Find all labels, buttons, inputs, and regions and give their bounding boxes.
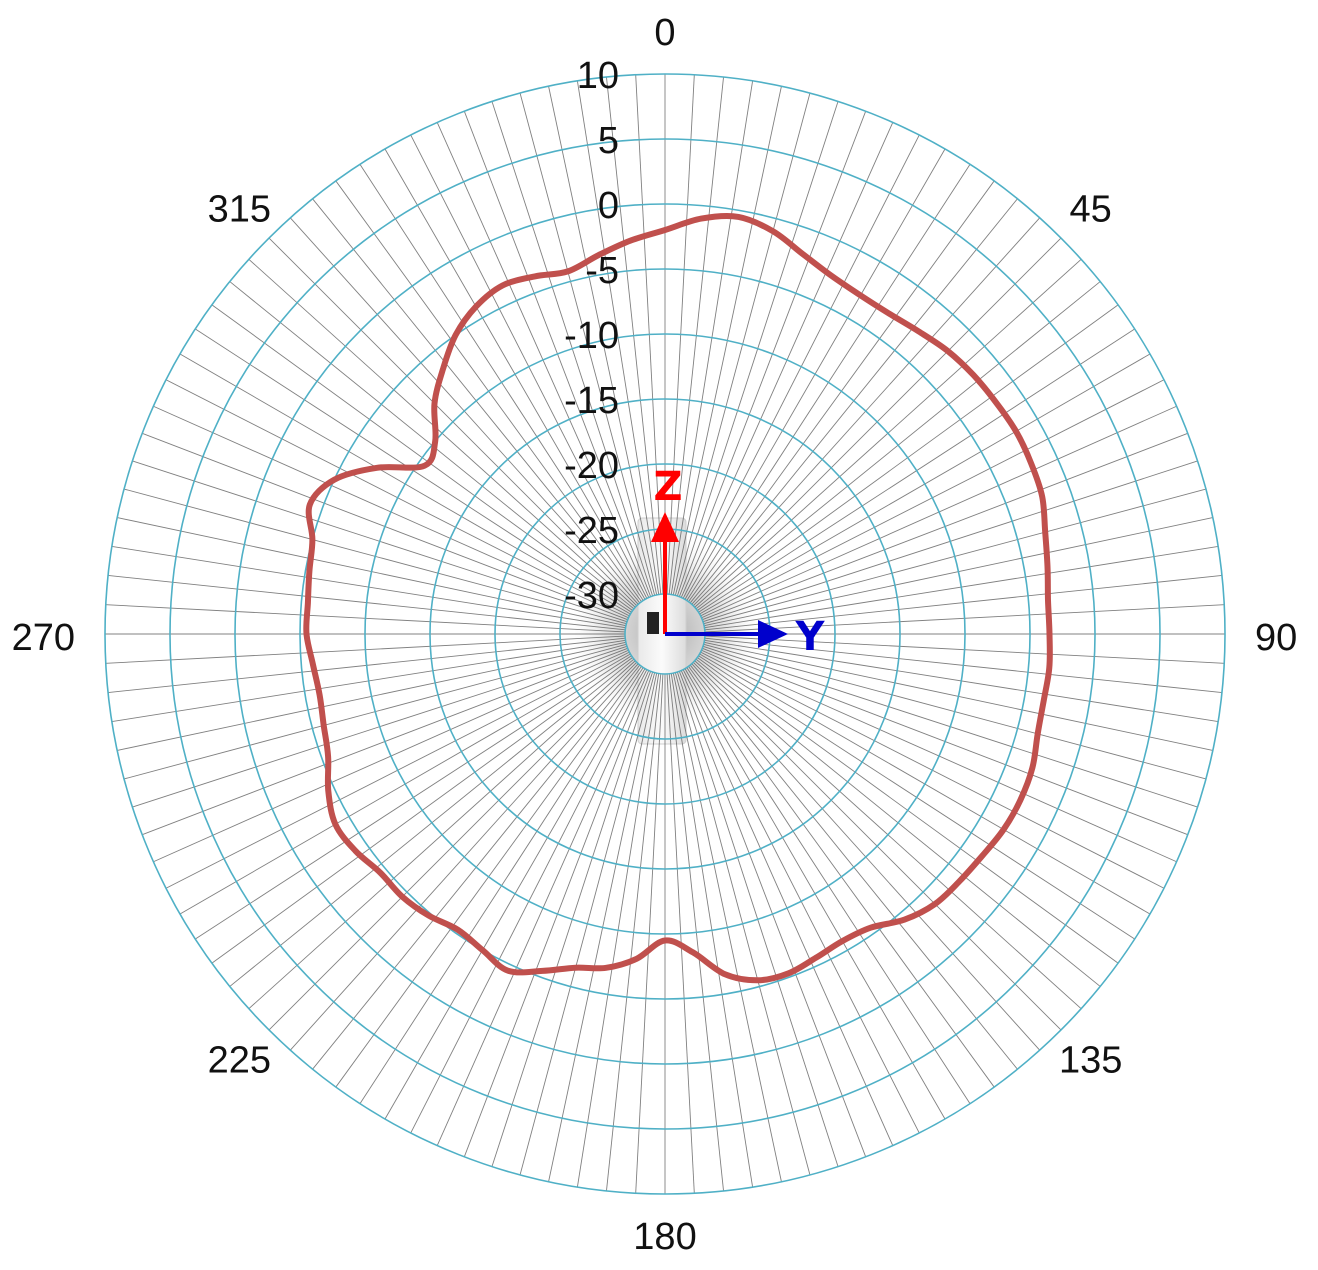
- radial-tick-label: 10: [577, 55, 619, 97]
- radial-tick-label: -20: [564, 445, 619, 487]
- series-line: [303, 212, 1053, 984]
- angle-tick-label: 135: [1059, 1040, 1122, 1082]
- ring-gridline: [104, 73, 1226, 1195]
- ring-gridline: [429, 398, 901, 870]
- angle-tick-label: 45: [1070, 188, 1112, 230]
- z-axis-arrowhead: [651, 512, 679, 542]
- angle-tick-label: 315: [208, 188, 271, 230]
- y-axis-label: Y: [795, 614, 826, 660]
- angle-tick-label: 225: [208, 1040, 271, 1082]
- radial-tick-label: -10: [564, 315, 619, 357]
- ring-gridline: [364, 333, 966, 935]
- radial-tick-label: -5: [585, 250, 619, 292]
- radial-tick-label: -25: [564, 510, 619, 552]
- radial-tick-label: -30: [564, 575, 619, 617]
- radial-tick-labels: 10 5 0 -5 -10 -15 -20 -25 -30: [564, 55, 619, 617]
- z-axis-label: Z: [653, 464, 682, 510]
- ring-gridline: [169, 138, 1161, 1130]
- ring-gridline: [299, 268, 1031, 1000]
- y-axis-arrowhead: [758, 620, 788, 648]
- ring-gridline: [234, 203, 1096, 1065]
- radial-tick-label: -15: [564, 380, 619, 422]
- axis-indicators: Z Y: [651, 464, 826, 660]
- ring-gridline: [494, 463, 836, 805]
- radial-tick-label: 0: [598, 185, 619, 227]
- radiation-pattern: [303, 212, 1053, 984]
- angle-tick-label: 180: [633, 1216, 696, 1258]
- angle-tick-label: 0: [654, 12, 675, 54]
- angle-tick-label: 270: [12, 617, 75, 659]
- radial-tick-label: 5: [598, 120, 619, 162]
- angle-tick-label: 90: [1255, 617, 1297, 659]
- angle-tick-labels: 0 45 90 135 180 225 270 315: [12, 12, 1298, 1258]
